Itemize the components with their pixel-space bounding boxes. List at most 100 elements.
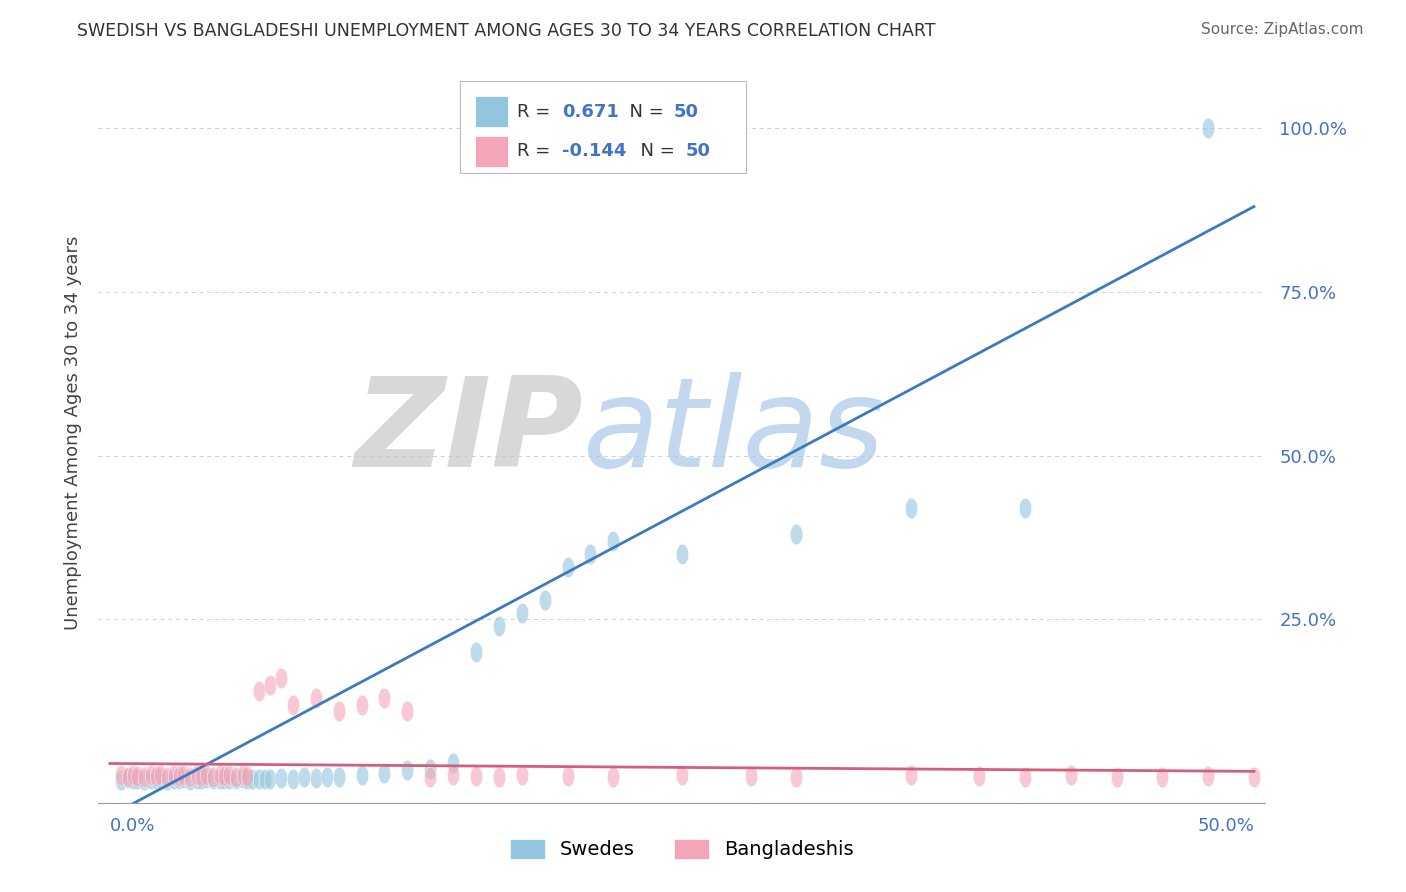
- Bangladeshis: [134, 770, 156, 784]
- Bangladeshis: [740, 769, 762, 783]
- Swedes: [557, 560, 579, 574]
- FancyBboxPatch shape: [475, 96, 508, 128]
- Bangladeshis: [602, 770, 624, 784]
- Bangladeshis: [127, 769, 149, 783]
- Swedes: [179, 772, 201, 787]
- Swedes: [201, 772, 224, 787]
- Swedes: [186, 772, 208, 786]
- Swedes: [145, 772, 167, 787]
- Swedes: [671, 547, 693, 561]
- Text: R =: R =: [517, 142, 557, 160]
- Bangladeshis: [259, 678, 281, 692]
- Swedes: [579, 547, 602, 561]
- Bangladeshis: [969, 769, 991, 783]
- Bangladeshis: [194, 767, 217, 781]
- Bangladeshis: [488, 770, 510, 784]
- Swedes: [236, 772, 259, 787]
- Bangladeshis: [186, 768, 208, 782]
- Swedes: [134, 772, 156, 787]
- Bangladeshis: [419, 770, 441, 784]
- Swedes: [121, 772, 143, 787]
- Swedes: [602, 533, 624, 548]
- Text: 0.0%: 0.0%: [110, 817, 155, 835]
- Text: -0.144: -0.144: [562, 142, 626, 160]
- Bangladeshis: [396, 704, 419, 718]
- Swedes: [240, 772, 263, 786]
- Bangladeshis: [179, 770, 201, 784]
- Swedes: [167, 772, 190, 787]
- Bangladeshis: [1152, 770, 1174, 784]
- Swedes: [1197, 120, 1219, 135]
- FancyBboxPatch shape: [460, 81, 747, 173]
- Bangladeshis: [510, 768, 533, 782]
- Bangladeshis: [328, 704, 350, 718]
- Swedes: [305, 771, 328, 785]
- Swedes: [194, 771, 217, 785]
- Bangladeshis: [465, 769, 488, 783]
- Swedes: [785, 527, 807, 541]
- Swedes: [419, 762, 441, 776]
- Swedes: [208, 772, 231, 786]
- Bangladeshis: [1105, 770, 1128, 784]
- Swedes: [163, 772, 186, 786]
- Swedes: [465, 645, 488, 659]
- Swedes: [156, 772, 179, 787]
- Bangladeshis: [117, 770, 139, 784]
- Swedes: [259, 772, 281, 787]
- Text: SWEDISH VS BANGLADESHI UNEMPLOYMENT AMONG AGES 30 TO 34 YEARS CORRELATION CHART: SWEDISH VS BANGLADESHI UNEMPLOYMENT AMON…: [77, 22, 936, 40]
- Bangladeshis: [208, 768, 231, 782]
- Swedes: [172, 771, 194, 785]
- Bangladeshis: [232, 768, 254, 782]
- Swedes: [510, 606, 533, 620]
- Bangladeshis: [671, 768, 693, 782]
- Swedes: [292, 770, 315, 784]
- Bangladeshis: [201, 770, 224, 784]
- Swedes: [270, 771, 292, 785]
- FancyBboxPatch shape: [475, 136, 508, 167]
- Swedes: [110, 772, 132, 787]
- Text: 50: 50: [673, 103, 699, 121]
- Bangladeshis: [305, 690, 328, 705]
- Text: atlas: atlas: [582, 372, 884, 493]
- Bangladeshis: [373, 690, 395, 705]
- Swedes: [225, 772, 247, 787]
- Text: Source: ZipAtlas.com: Source: ZipAtlas.com: [1201, 22, 1364, 37]
- Bangladeshis: [900, 768, 922, 782]
- Bangladeshis: [218, 767, 240, 781]
- Bangladeshis: [214, 769, 236, 783]
- Text: 50.0%: 50.0%: [1197, 817, 1254, 835]
- Y-axis label: Unemployment Among Ages 30 to 34 years: Unemployment Among Ages 30 to 34 years: [63, 235, 82, 630]
- Bangladeshis: [225, 770, 247, 784]
- Swedes: [373, 766, 395, 780]
- Bangladeshis: [1060, 768, 1083, 782]
- Bangladeshis: [1243, 770, 1265, 784]
- Swedes: [533, 592, 555, 607]
- Swedes: [254, 772, 277, 786]
- Bangladeshis: [172, 767, 194, 781]
- Swedes: [127, 772, 149, 786]
- Swedes: [328, 770, 350, 784]
- Swedes: [281, 772, 304, 786]
- Text: R =: R =: [517, 103, 557, 121]
- Bangladeshis: [236, 769, 259, 783]
- Bangladeshis: [785, 770, 807, 784]
- Bangladeshis: [156, 770, 179, 784]
- Bangladeshis: [145, 769, 167, 783]
- Text: N =: N =: [630, 142, 681, 160]
- Bangladeshis: [139, 768, 162, 782]
- Swedes: [117, 771, 139, 785]
- Swedes: [139, 772, 162, 786]
- Bangladeshis: [110, 768, 132, 782]
- Swedes: [396, 763, 419, 777]
- Swedes: [232, 771, 254, 785]
- Bangladeshis: [247, 684, 270, 698]
- Bangladeshis: [1197, 769, 1219, 783]
- Swedes: [214, 772, 236, 787]
- Bangladeshis: [270, 671, 292, 685]
- Swedes: [247, 772, 270, 787]
- Swedes: [1014, 500, 1036, 515]
- Swedes: [441, 756, 464, 771]
- Swedes: [350, 768, 373, 782]
- Text: 50: 50: [685, 142, 710, 160]
- Bangladeshis: [163, 768, 186, 782]
